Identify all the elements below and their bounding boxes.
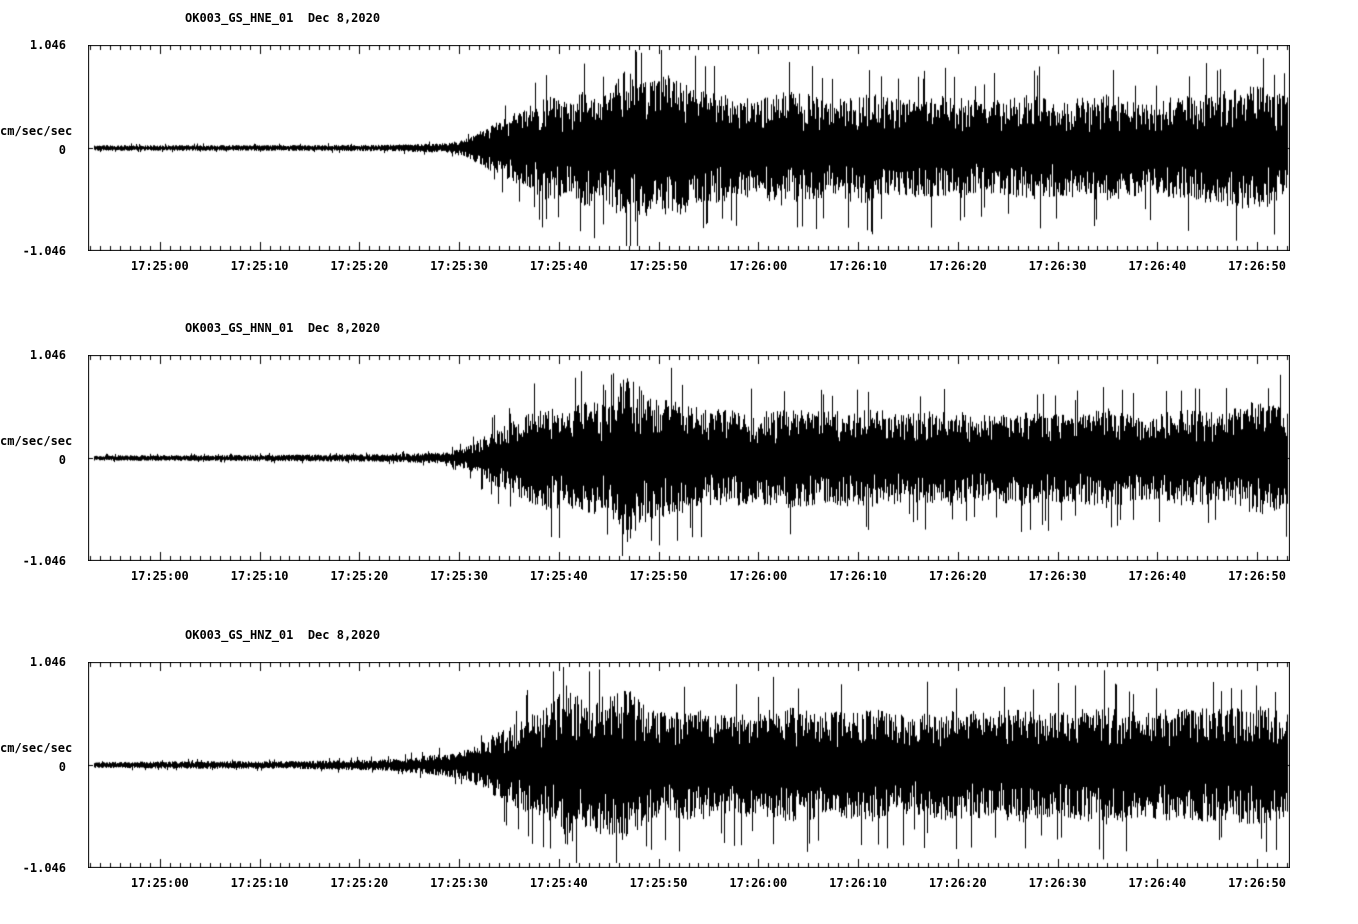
x-axis-tick-label: 17:26:00 — [729, 876, 788, 890]
x-axis-tick-label: 17:25:30 — [430, 259, 488, 273]
seismogram-panel-hnn: OK003_GS_HNN_01 Dec 8,2020 1.046 cm/sec/… — [0, 317, 1358, 593]
x-axis-tick-label: 17:25:50 — [629, 569, 688, 583]
x-axis-tick-label: 17:26:20 — [928, 569, 987, 583]
x-axis-tick-label: 17:26:00 — [729, 259, 788, 273]
x-axis-tick-label: 17:25:40 — [529, 876, 588, 890]
x-axis-tick-label: 17:25:00 — [130, 259, 189, 273]
y-axis-zero-label: 0 — [58, 143, 66, 157]
x-axis-tick-label: 17:25:40 — [529, 569, 588, 583]
x-axis-tick-label: 17:25:20 — [330, 569, 389, 583]
waveform-plot — [88, 662, 1290, 868]
y-axis-max-label: 1.046 — [29, 38, 66, 52]
x-axis-tick-label: 17:25:00 — [130, 569, 189, 583]
chart-title: OK003_GS_HNZ_01 Dec 8,2020 — [185, 628, 381, 642]
x-axis-tick-label: 17:26:10 — [829, 569, 887, 583]
x-axis-labels: 17:25:00 17:25:10 17:25:20 17:25:30 17:25:40… — [0, 876, 1358, 892]
waveform-plot — [88, 355, 1290, 561]
x-axis-tick-label: 17:26:30 — [1028, 876, 1087, 890]
x-axis-tick-label: 17:25:20 — [330, 259, 389, 273]
x-axis-tick-label: 17:26:30 — [1028, 569, 1087, 583]
x-axis-tick-label: 17:25:10 — [230, 569, 289, 583]
y-axis-min-label: -1.046 — [22, 554, 66, 568]
x-axis-tick-label: 17:25:50 — [629, 876, 688, 890]
y-axis-unit-label: cm/sec/sec — [0, 741, 73, 755]
x-axis-tick-label: 17:25:10 — [230, 259, 289, 273]
x-axis-tick-label: 17:26:50 — [1228, 259, 1286, 273]
x-axis-tick-label: 17:26:50 — [1228, 569, 1286, 583]
x-axis-tick-label: 17:26:40 — [1128, 569, 1187, 583]
x-axis-tick-label: 17:26:50 — [1228, 876, 1286, 890]
y-axis-zero-label: 0 — [58, 760, 66, 774]
y-axis-min-label: -1.046 — [22, 244, 66, 258]
x-axis-tick-label: 17:25:30 — [430, 569, 488, 583]
chart-title: OK003_GS_HNN_01 Dec 8,2020 — [185, 321, 381, 335]
y-axis-unit-label: cm/sec/sec — [0, 124, 73, 138]
x-axis-tick-label: 17:26:40 — [1128, 876, 1187, 890]
waveform-plot — [88, 45, 1290, 251]
x-axis-tick-label: 17:26:10 — [829, 876, 887, 890]
seismogram-panel-hne: OK003_GS_HNE_01 Dec 8,2020 1.046 cm/sec/… — [0, 7, 1358, 283]
x-axis-tick-label: 17:25:40 — [529, 259, 588, 273]
x-axis-tick-label: 17:26:00 — [729, 569, 788, 583]
chart-title: OK003_GS_HNE_01 Dec 8,2020 — [185, 11, 381, 25]
x-axis-labels: 17:25:00 17:25:10 17:25:20 17:25:30 17:25:40… — [0, 259, 1358, 275]
x-axis-tick-label: 17:25:50 — [629, 259, 688, 273]
y-axis-min-label: -1.046 — [22, 861, 66, 875]
y-axis-max-label: 1.046 — [29, 655, 66, 669]
x-axis-tick-label: 17:25:10 — [230, 876, 289, 890]
x-axis-tick-label: 17:26:20 — [928, 876, 987, 890]
x-axis-tick-label: 17:26:10 — [829, 259, 887, 273]
x-axis-tick-label: 17:26:40 — [1128, 259, 1187, 273]
seismogram-panel-hnz: OK003_GS_HNZ_01 Dec 8,2020 1.046 cm/sec/… — [0, 624, 1358, 900]
y-axis-max-label: 1.046 — [29, 348, 66, 362]
x-axis-tick-label: 17:25:20 — [330, 876, 389, 890]
x-axis-labels: 17:25:00 17:25:10 17:25:20 17:25:30 17:25:40… — [0, 569, 1358, 585]
y-axis-unit-label: cm/sec/sec — [0, 434, 73, 448]
x-axis-tick-label: 17:26:30 — [1028, 259, 1087, 273]
x-axis-tick-label: 17:26:20 — [928, 259, 987, 273]
x-axis-tick-label: 17:25:00 — [130, 876, 189, 890]
y-axis-zero-label: 0 — [58, 453, 66, 467]
x-axis-tick-label: 17:25:30 — [430, 876, 488, 890]
